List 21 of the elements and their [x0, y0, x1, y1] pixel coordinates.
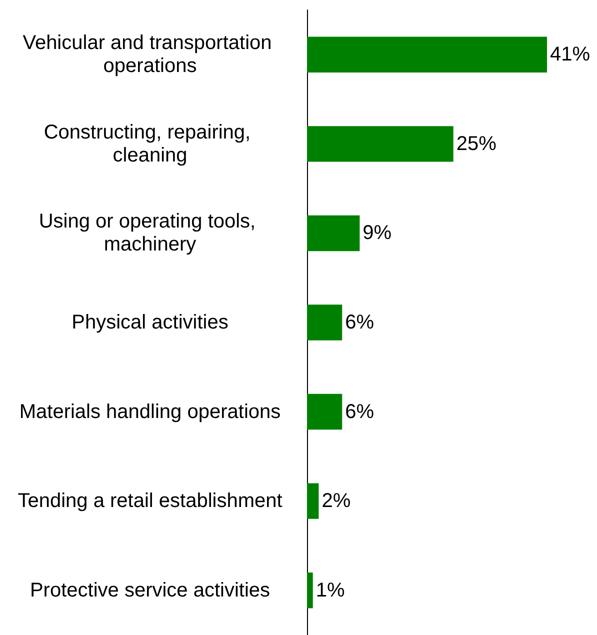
data-label: 2% — [322, 490, 351, 512]
y-tick-label: Tending a retail establishment — [18, 490, 283, 512]
bar — [307, 394, 342, 430]
data-label: 6% — [345, 312, 374, 334]
bar — [307, 36, 547, 72]
bar — [307, 126, 454, 162]
data-label: 41% — [550, 44, 590, 66]
data-label: 6% — [345, 400, 374, 423]
bar — [307, 215, 360, 252]
y-tick-label: Materials handling operations — [19, 400, 281, 423]
y-tick-label: Protective service activities — [30, 579, 270, 602]
data-label: 9% — [362, 222, 392, 244]
y-tick-label: Vehicular and transportation operations — [22, 32, 278, 78]
data-label: 1% — [316, 579, 345, 602]
y-tick-label: Using or operating tools, machinery — [38, 210, 262, 256]
bar — [307, 483, 319, 519]
data-label: 25% — [456, 132, 497, 155]
bar — [307, 572, 313, 608]
y-tick-label: Physical activities — [72, 312, 228, 334]
y-tick-label: Constructing, repairing, cleaning — [44, 121, 256, 166]
bar — [307, 304, 342, 340]
